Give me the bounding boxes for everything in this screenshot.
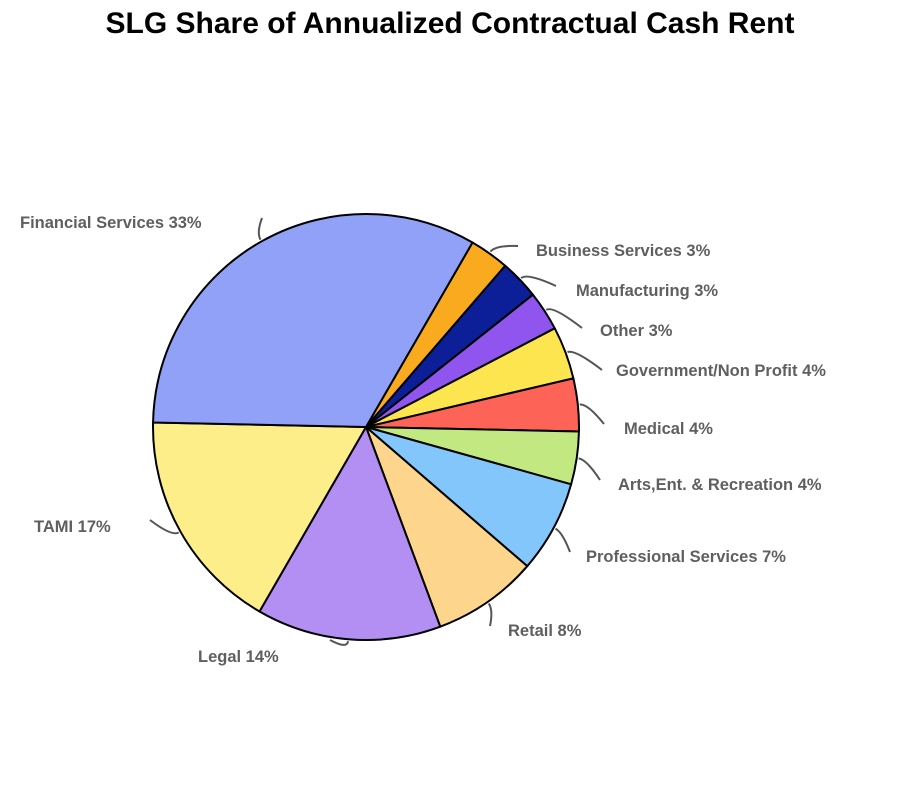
leader-line-arts-ent-recreation: [578, 457, 601, 481]
slice-label-other: Other 3%: [600, 322, 673, 340]
leader-line-other: [545, 308, 583, 329]
slice-label-manufacturing: Manufacturing 3%: [576, 282, 718, 300]
pie-slice-tami: [152, 421, 367, 613]
leader-line-manufacturing: [520, 275, 557, 287]
pie-leader-lines: [149, 217, 605, 646]
leader-line-legal: [329, 639, 349, 646]
slice-label-retail: Retail 8%: [508, 622, 582, 640]
slice-label-legal: Legal 14%: [198, 648, 279, 666]
chart-title: SLG Share of Annualized Contractual Cash…: [105, 7, 795, 40]
pie-slice-financial-services: [152, 213, 474, 428]
leader-line-business-services: [489, 244, 519, 253]
slice-label-professional-services: Professional Services 7%: [586, 548, 786, 566]
leader-line-government-non-profit: [567, 350, 603, 371]
slice-label-business-services: Business Services 3%: [536, 242, 711, 260]
slice-label-tami: TAMI 17%: [34, 518, 111, 536]
pie-slice-legal: [258, 426, 442, 641]
slice-label-government-non-profit: Government/Non Profit 4%: [616, 362, 826, 380]
leader-line-medical: [579, 403, 605, 425]
slice-label-medical: Medical 4%: [624, 420, 713, 438]
slice-label-arts-ent-recreation: Arts,Ent. & Recreation 4%: [618, 476, 822, 494]
pie-slice-retail: [365, 426, 529, 628]
leader-line-tami: [149, 519, 180, 535]
leader-line-financial-services: [257, 217, 263, 241]
slice-label-financial-services: Financial Services 33%: [20, 214, 202, 232]
leader-line-retail: [487, 602, 493, 627]
pie-slices: [152, 213, 580, 641]
pie-labels: Business Services 3% Manufacturing 3% Othe…: [20, 214, 826, 666]
leader-line-professional-services: [554, 527, 571, 553]
